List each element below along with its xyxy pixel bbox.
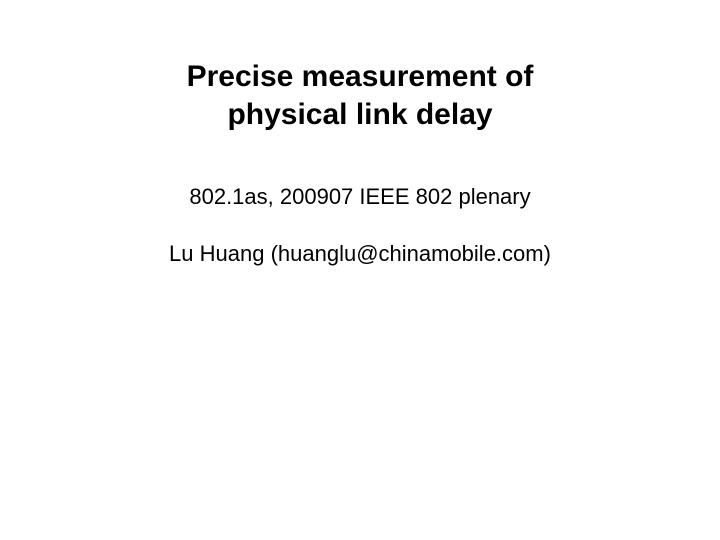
title-line-2: physical link delay [0,96,720,134]
slide-title: Precise measurement of physical link del… [0,58,720,133]
slide-author: Lu Huang (huanglu@chinamobile.com) [0,240,720,269]
title-line-1: Precise measurement of [0,58,720,96]
slide-subtitle: 802.1as, 200907 IEEE 802 plenary [0,183,720,212]
slide: Precise measurement of physical link del… [0,0,720,540]
